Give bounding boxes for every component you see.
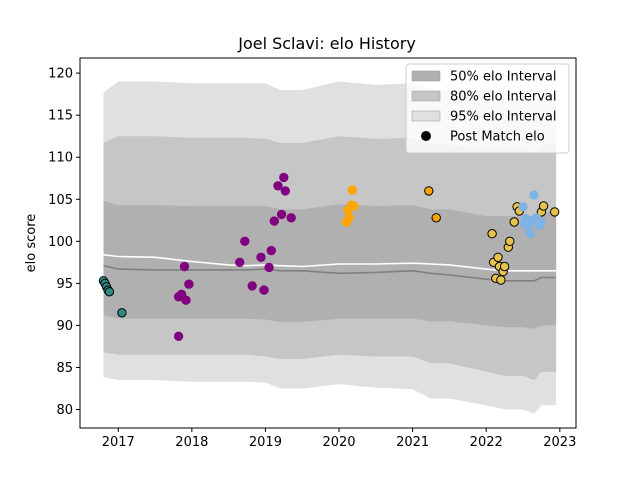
y-tick-label-5: 105 — [48, 193, 73, 208]
match-point-1-8 — [247, 281, 257, 291]
y-tick-label-1: 85 — [56, 361, 73, 376]
match-point-5-0 — [518, 202, 528, 212]
match-point-2-4 — [347, 185, 357, 195]
match-point-1-5 — [184, 279, 194, 289]
y-tick-label-8: 120 — [48, 67, 73, 82]
y-tick-label-0: 80 — [56, 403, 73, 418]
legend: 50% elo Interval 80% elo Interval 95% elo … — [405, 63, 570, 154]
y-tick-label-2: 90 — [56, 319, 73, 334]
match-point-4-3 — [493, 252, 503, 262]
match-point-0-5 — [117, 308, 127, 318]
match-point-3-1 — [431, 213, 441, 223]
match-point-1-7 — [240, 236, 250, 247]
axes-frame — [79, 57, 577, 429]
match-point-3-0 — [424, 186, 434, 196]
x-tick-label-2: 2019 — [249, 435, 282, 450]
match-point-1-18 — [286, 213, 296, 223]
match-point-1-15 — [276, 209, 287, 220]
y-tick-label-3: 95 — [56, 277, 73, 292]
legend-swatch-2 — [411, 110, 441, 122]
match-point-1-4 — [181, 295, 191, 305]
x-tick-label-5: 2022 — [470, 435, 503, 450]
legend-label-1: 80% elo Interval — [450, 90, 557, 105]
match-point-1-14 — [273, 181, 283, 191]
x-tick-label-1: 2018 — [175, 435, 208, 450]
match-point-4-7 — [499, 261, 510, 272]
match-point-1-12 — [266, 245, 276, 256]
y-axis-label: elo score — [24, 214, 39, 273]
y-tick-label-4: 100 — [48, 235, 73, 250]
legend-label-2: 95% elo Interval — [450, 110, 557, 125]
x-tick-label-3: 2020 — [322, 435, 355, 450]
match-point-1-10 — [259, 285, 269, 295]
chart-title: Joel Sclavi: elo History — [237, 34, 416, 53]
legend-label-3: Post Match elo — [450, 130, 545, 145]
match-point-4-15 — [550, 207, 560, 217]
y-tick-label-7: 115 — [48, 109, 73, 124]
y-tick-label-6: 110 — [48, 151, 73, 166]
legend-label-0: 50% elo Interval — [450, 70, 557, 85]
match-point-1-16 — [279, 172, 289, 183]
match-point-1-13 — [269, 216, 279, 226]
plot-area — [98, 81, 560, 414]
match-point-4-10 — [509, 217, 519, 227]
axis-ticks: 2017 2018 2019 2020 2021 2022 2023 80 85 90 95 100 1… — [48, 67, 576, 450]
match-point-0-4 — [104, 287, 115, 297]
match-point-1-0 — [173, 331, 184, 341]
legend-marker-3 — [421, 131, 431, 141]
match-point-4-5 — [496, 275, 506, 285]
legend-swatch-1 — [411, 90, 441, 102]
x-tick-label-4: 2021 — [396, 435, 429, 450]
match-point-2-5 — [349, 201, 359, 211]
legend-box — [405, 63, 570, 154]
match-point-2-2 — [344, 213, 354, 223]
match-point-4-14 — [538, 201, 549, 211]
x-tick-label-6: 2023 — [543, 435, 576, 450]
x-tick-label-0: 2017 — [102, 435, 135, 450]
match-point-5-9 — [536, 217, 546, 227]
match-point-5-6 — [529, 190, 539, 200]
match-point-4-9 — [505, 236, 515, 247]
median-elo-line — [103, 264, 557, 282]
match-point-1-9 — [256, 252, 266, 262]
match-point-1-11 — [264, 262, 274, 273]
match-point-1-6 — [235, 257, 245, 267]
match-point-1-3 — [179, 261, 190, 272]
mean-elo-line — [103, 254, 557, 272]
match-point-1-17 — [280, 186, 290, 196]
legend-swatch-0 — [411, 70, 441, 82]
match-point-4-0 — [487, 229, 497, 239]
match-point-5-4 — [525, 229, 536, 239]
